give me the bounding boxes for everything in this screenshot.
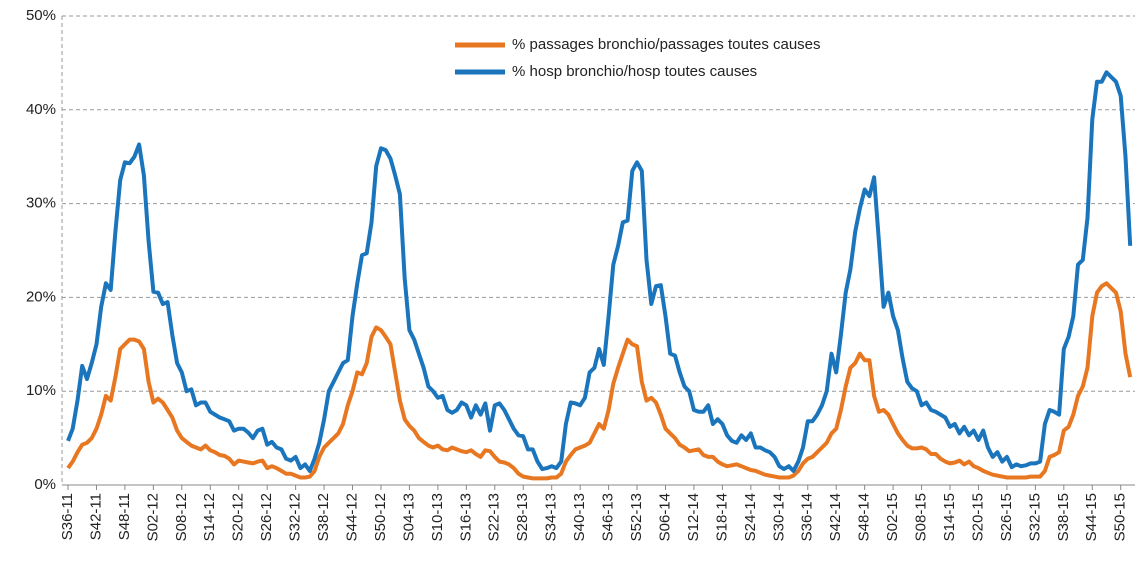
x-tick-label: S20-12: [230, 493, 247, 541]
x-tick-label: S14-15: [941, 493, 958, 541]
x-tick-label: S50-15: [1112, 493, 1129, 541]
x-tick-label: S30-14: [770, 493, 787, 541]
y-tick-label: 20%: [26, 288, 56, 305]
x-tick-label: S18-14: [713, 493, 730, 541]
legend-label: % passages bronchio/passages toutes caus…: [512, 36, 821, 53]
x-tick-label: S42-11: [87, 493, 104, 540]
x-tick-label: S04-13: [400, 493, 417, 541]
x-tick-label: S50-12: [372, 493, 389, 541]
x-tick-label: S26-15: [998, 493, 1015, 541]
x-tick-label: S16-13: [457, 493, 474, 541]
x-tick-label: S28-13: [514, 493, 531, 541]
series-line: [66, 70, 1133, 473]
x-tick-label: S02-15: [884, 493, 901, 541]
x-tick-label: S36-11: [59, 493, 76, 540]
x-tick-label: S44-12: [343, 493, 360, 541]
x-tick-label: S46-13: [600, 493, 617, 541]
x-tick-label: S48-14: [856, 493, 873, 541]
x-tick-label: S08-12: [173, 493, 190, 541]
x-tick-label: S38-15: [1055, 493, 1072, 541]
x-tick-label: S22-13: [486, 493, 503, 541]
x-tick-label: S10-13: [429, 493, 446, 541]
x-tick-label: S34-13: [543, 493, 560, 541]
y-tick-label: 40%: [26, 101, 56, 118]
x-tick-label: S48-11: [116, 493, 133, 540]
x-tick-label: S12-14: [685, 493, 702, 541]
y-tick-label: 0%: [34, 476, 56, 493]
x-tick-label: S24-14: [742, 493, 759, 541]
x-tick-label: S52-13: [628, 493, 645, 541]
x-tick-label: S08-15: [913, 493, 930, 541]
x-tick-label: S14-12: [201, 493, 218, 541]
x-tick-label: S40-13: [571, 493, 588, 541]
series-line: [66, 281, 1133, 481]
x-tick-label: S20-15: [969, 493, 986, 541]
x-tick-label: S32-12: [287, 493, 304, 541]
x-tick-label: S26-12: [258, 493, 275, 541]
x-tick-label: S42-14: [827, 493, 844, 541]
x-tick-label: S02-12: [144, 493, 161, 541]
y-tick-label: 50%: [26, 7, 56, 24]
x-tick-label: S38-12: [315, 493, 332, 541]
y-tick-label: 10%: [26, 382, 56, 399]
x-tick-label: S32-15: [1026, 493, 1043, 541]
x-tick-label: S36-14: [799, 493, 816, 541]
x-tick-label: S06-14: [656, 493, 673, 541]
x-tick-label: S44-15: [1083, 493, 1100, 541]
legend-label: % hosp bronchio/hosp toutes causes: [512, 63, 757, 80]
y-tick-label: 30%: [26, 195, 56, 212]
